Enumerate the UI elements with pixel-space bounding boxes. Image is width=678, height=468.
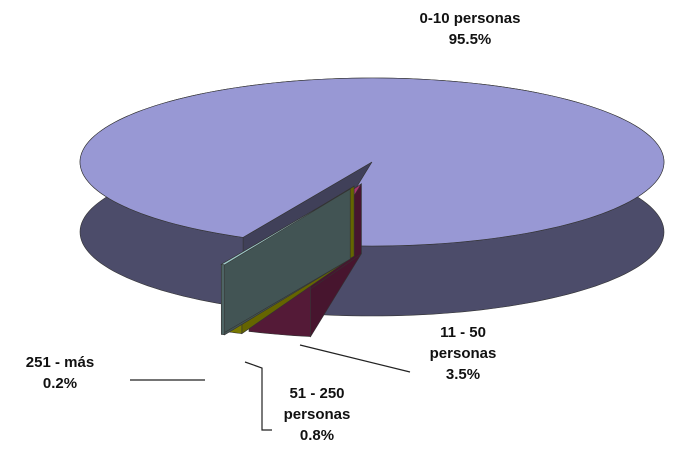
leader-lines [130,344,411,431]
category-label: 251 - más [25,354,95,371]
category-label: 0-10 personas [419,10,521,27]
slice-label: 0-10 personas 95.5% [395,8,545,50]
value-label: 0.2% [42,375,78,392]
value-label: 0.8% [299,427,335,444]
slice-top [79,77,665,247]
slice-top [220,188,351,266]
value-label: 95.5% [448,31,492,48]
pie-slice [220,188,351,336]
slice-label: 51 - 250 personas 0.8% [272,383,362,446]
leader-line [299,344,411,373]
category-label: 51 - 250 personas [283,385,351,423]
leader-line [244,361,272,431]
slice-label: 11 - 50 personas 3.5% [418,322,508,385]
category-label: 11 - 50 personas [429,324,497,362]
value-label: 3.5% [445,366,481,383]
pie-slice [79,77,665,317]
slice-label: 251 - más 0.2% [0,352,120,394]
slice-wall [220,264,225,336]
